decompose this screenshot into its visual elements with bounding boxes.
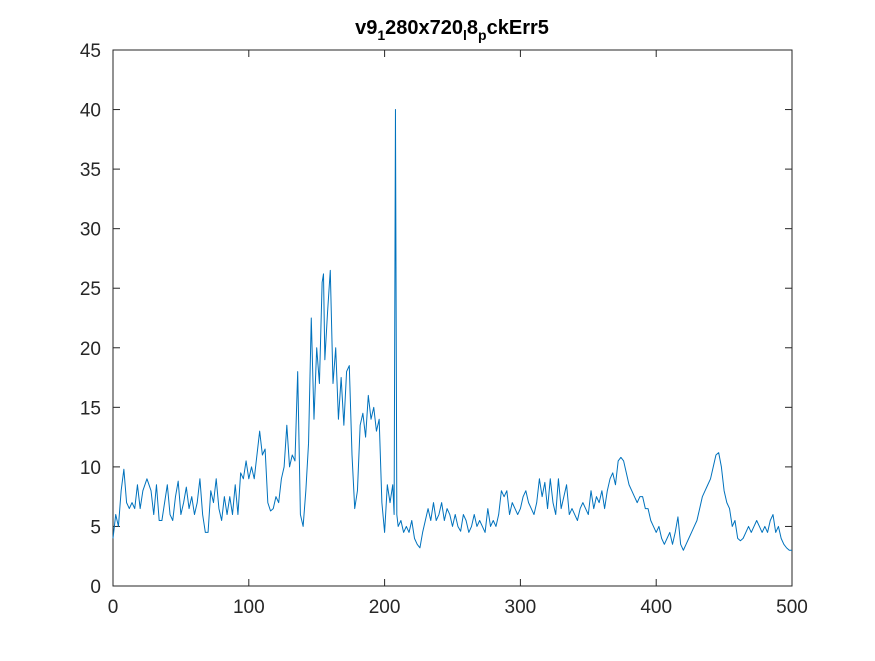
y-tick-label: 10 (80, 458, 101, 479)
y-tick-label: 20 (80, 339, 101, 360)
x-tick-label: 300 (505, 597, 537, 618)
x-tick-label: 100 (233, 597, 265, 618)
title-part: 280x720 (385, 17, 463, 39)
axes-box (112, 49, 793, 587)
y-tick-label: 35 (80, 160, 101, 181)
y-tick-label: 15 (80, 398, 101, 419)
y-tick-label: 30 (80, 220, 101, 241)
title-part: 8 (467, 17, 478, 39)
y-tick-label: 45 (80, 41, 101, 62)
data-line (112, 109, 792, 551)
title-subscript: l (463, 27, 467, 43)
title-subscript: 1 (377, 27, 385, 43)
y-tick-label: 40 (80, 101, 101, 122)
y-tick-label: 5 (90, 517, 101, 538)
title-subscript: p (478, 27, 487, 43)
x-tick-label: 500 (776, 597, 808, 618)
x-tick-label: 0 (108, 597, 119, 618)
y-tick-label: 0 (90, 577, 101, 598)
chart-title: v91280x720l8pckErr5 (355, 17, 549, 43)
y-tick-label: 25 (80, 279, 101, 300)
title-part: ckErr5 (487, 17, 549, 39)
title-part: v9 (355, 17, 377, 39)
x-tick-label: 400 (640, 597, 672, 618)
x-tick-label: 200 (369, 597, 401, 618)
